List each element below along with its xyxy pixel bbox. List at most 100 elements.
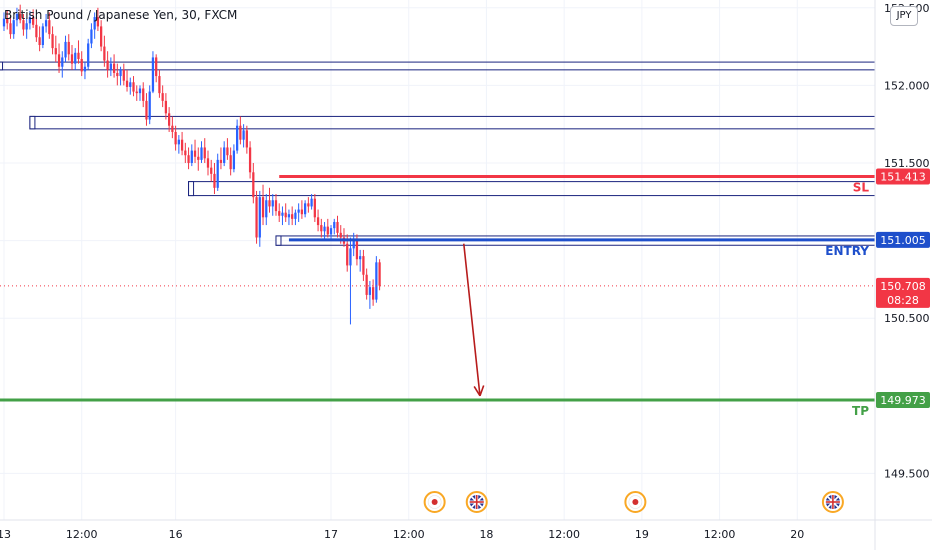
- candle-body: [158, 76, 161, 94]
- candle-body: [119, 69, 122, 77]
- candle-body: [129, 82, 132, 87]
- candle-body: [355, 240, 359, 260]
- price-levels[interactable]: SL ENTRY TP: [0, 174, 875, 418]
- japan-flag-icon[interactable]: [423, 491, 446, 513]
- candle-body: [346, 243, 349, 266]
- candle-body: [70, 54, 74, 64]
- uk-flag-icon[interactable]: [821, 491, 844, 513]
- candle-body: [151, 57, 155, 92]
- candle-body: [44, 20, 48, 27]
- x-tick-label: 12:00: [393, 528, 425, 541]
- candle-body: [142, 88, 145, 101]
- x-tick-label: 12:00: [704, 528, 736, 541]
- candle-body: [184, 150, 187, 156]
- candle-body: [242, 130, 245, 140]
- x-tick-label: 17: [324, 528, 338, 541]
- zone-handle: [275, 235, 282, 246]
- candle-body: [54, 48, 57, 55]
- current-price-tag-value: 150.708: [880, 280, 926, 293]
- candle-body: [261, 197, 265, 218]
- candle-body: [61, 57, 64, 67]
- candle-body: [41, 26, 44, 46]
- candle-body: [316, 217, 320, 226]
- candle-body: [90, 29, 93, 44]
- uk-flag-icon[interactable]: [465, 491, 488, 513]
- currency-badge[interactable]: JPY: [890, 6, 918, 26]
- candle-body: [38, 37, 41, 46]
- flag-sun: [431, 499, 438, 505]
- candle-body: [200, 147, 203, 160]
- candle-body: [323, 226, 326, 232]
- entry-price-tag-value: 151.005: [880, 234, 926, 247]
- candle-body: [9, 23, 12, 35]
- candle-body: [297, 209, 300, 213]
- tp-label: TP: [852, 404, 869, 418]
- plot-area[interactable]: [0, 0, 875, 520]
- candle-body: [155, 57, 158, 77]
- candle-body: [116, 72, 119, 77]
- candle-body: [80, 58, 83, 72]
- zone-handle: [0, 61, 4, 71]
- candle-body: [300, 209, 304, 215]
- candle-body: [274, 200, 278, 212]
- candle-body: [333, 221, 336, 229]
- arrow-shaft: [462, 243, 481, 396]
- candle-body: [2, 18, 6, 27]
- candle-body: [375, 262, 378, 300]
- candle-body: [223, 147, 226, 163]
- candle-body: [232, 150, 236, 170]
- candle-body: [122, 69, 125, 81]
- candle-body: [67, 41, 70, 55]
- y-tick-label: 150.500: [884, 312, 930, 325]
- candle-body: [339, 232, 342, 238]
- arrow-head: [473, 386, 481, 397]
- candle-body: [284, 212, 287, 218]
- candle-body: [226, 147, 229, 156]
- candle-body: [310, 198, 313, 207]
- candle-body: [248, 147, 252, 173]
- candle-body: [245, 130, 248, 148]
- candle-body: [171, 125, 174, 132]
- y-tick-label: 149.500: [884, 467, 930, 480]
- candle-body: [77, 52, 80, 59]
- candle-body: [74, 52, 77, 64]
- x-tick-label: 13: [0, 528, 11, 541]
- candle-body: [265, 200, 268, 218]
- candle-body: [174, 131, 177, 145]
- japan-flag-icon[interactable]: [624, 491, 647, 513]
- x-axis[interactable]: 13 12:00 16 17 12:00 18 12:00 19 12:00 20: [0, 528, 804, 541]
- tp-price-tag-value: 149.973: [880, 394, 926, 407]
- candle-body: [135, 91, 138, 94]
- entry-label: ENTRY: [825, 244, 869, 258]
- current-price-tag-bg: [876, 277, 930, 308]
- candle-body: [278, 211, 281, 216]
- sl-label: SL: [853, 180, 870, 194]
- x-tick-label: 12:00: [548, 528, 580, 541]
- candle-body: [132, 82, 135, 92]
- candle-body: [12, 20, 15, 35]
- zone-handle: [29, 115, 36, 130]
- candle-body: [145, 100, 148, 120]
- symbol-title[interactable]: British Pound / Japanese Yen, 30, FXCM: [4, 8, 238, 22]
- candle-body: [161, 93, 164, 101]
- candle-body: [96, 17, 100, 27]
- entry-price-tag-bg: [876, 231, 930, 248]
- events[interactable]: [423, 491, 844, 513]
- x-tick-label: 16: [169, 528, 183, 541]
- candle-body: [125, 80, 129, 87]
- candle-body: [25, 23, 28, 30]
- candle-body: [148, 91, 151, 120]
- candle-body: [320, 225, 323, 232]
- candle-body: [138, 88, 142, 94]
- candle-body: [103, 46, 106, 61]
- candle-body: [106, 60, 109, 70]
- y-tick-label: 152.000: [884, 79, 930, 92]
- candle-body: [190, 150, 193, 163]
- candle-body: [28, 17, 32, 24]
- candle-body: [271, 200, 274, 207]
- candle-body: [19, 13, 22, 21]
- candle-body: [164, 100, 168, 114]
